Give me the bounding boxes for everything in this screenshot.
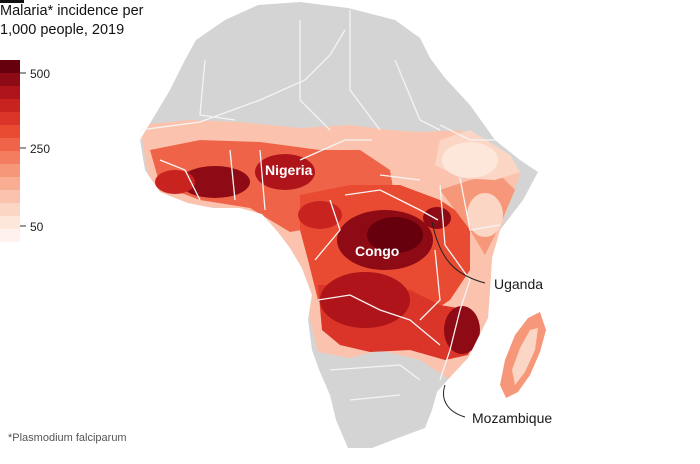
- legend-color-ramp: [0, 60, 26, 242]
- legend-tick-50: 50: [30, 220, 44, 234]
- legend-tick-250: 250: [30, 142, 51, 156]
- annotation-mozambique: Mozambique: [472, 410, 552, 426]
- lowspot-kenya: [467, 193, 503, 237]
- chart-title: Malaria* incidence per 1,000 people, 201…: [0, 3, 144, 38]
- hotspot-cameroon: [298, 201, 342, 229]
- annotation-uganda: Uganda: [494, 276, 543, 292]
- hotspot-congo-core: [367, 217, 423, 253]
- madagascar-highlands: [512, 328, 538, 385]
- legend-tick-500: 500: [30, 67, 51, 81]
- footnote: *Plasmodium falciparum: [8, 432, 127, 444]
- hotspot-uganda: [423, 207, 451, 229]
- hotspot-mozambique: [444, 306, 480, 354]
- country-borders: [139, 10, 501, 401]
- hotspot-ivory-coast: [155, 170, 195, 194]
- hotspot-angola-zambia: [320, 272, 410, 328]
- lowspot-ethiopia: [442, 142, 498, 178]
- uganda-leader-line: [431, 221, 486, 284]
- mozambique-leader-line: [443, 384, 466, 418]
- title-rule: [0, 0, 24, 3]
- label-congo: Congo: [355, 243, 399, 259]
- label-nigeria: Nigeria: [265, 162, 313, 178]
- hotspot-nigeria: [255, 154, 315, 190]
